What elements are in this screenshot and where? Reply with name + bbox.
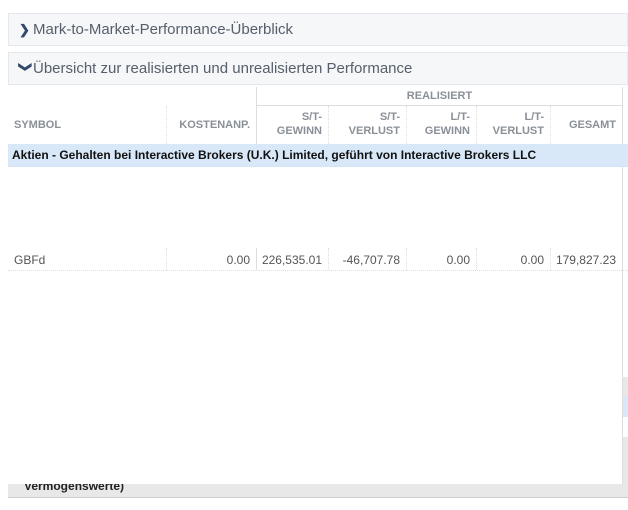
- cell-gesamt: 179,827.23: [550, 248, 622, 270]
- footer-label: Vermögenswerte): [24, 484, 125, 493]
- side-band: [623, 377, 628, 397]
- group-header-realisiert: REALISIERT: [256, 87, 622, 106]
- col-symbol[interactable]: SYMBOL: [14, 119, 62, 131]
- header-row: SYMBOL KOSTENANP. S/T- GEWINN S/T- VERLU…: [8, 106, 628, 145]
- side-band: [623, 437, 628, 484]
- cell-lt-gewinn: 0.00: [406, 248, 476, 270]
- category-row: Aktien - Gehalten bei Interactive Broker…: [8, 144, 628, 167]
- overlay: [8, 172, 622, 248]
- col-lt-verlust[interactable]: L/T- VERLUST: [476, 106, 550, 144]
- cell-kostenanp: 0.00: [166, 248, 256, 270]
- side-band: [623, 397, 628, 417]
- cell-st-gewinn: 226,535.01: [256, 248, 328, 270]
- performance-table: REALISIERT SYMBOL KOSTENANP. S/T- GEWINN…: [8, 87, 628, 498]
- category-label: Aktien - Gehalten bei Interactive Broker…: [12, 148, 537, 162]
- col-kostenanp[interactable]: KOSTENANP.: [166, 106, 256, 144]
- chevron-right-icon: ❯: [19, 22, 30, 37]
- col-st-gewinn[interactable]: S/T- GEWINN: [256, 106, 328, 144]
- col-gesamt[interactable]: GESAMT: [550, 106, 622, 144]
- table-row[interactable]: GBFd 0.00 226,535.01 -46,707.78 0.00 0.0…: [8, 248, 628, 271]
- col-lt-gewinn[interactable]: L/T- GEWINN: [406, 106, 476, 144]
- column-divider: [622, 87, 628, 497]
- section-mark-to-market[interactable]: ❯ Mark-to-Market-Performance-Überblick: [8, 13, 628, 46]
- overlay: [8, 278, 615, 484]
- col-st-verlust[interactable]: S/T- VERLUST: [328, 106, 406, 144]
- cell-st-verlust: -46,707.78: [328, 248, 406, 270]
- cell-symbol: GBFd: [14, 253, 46, 267]
- chevron-down-icon: ❯: [18, 61, 34, 73]
- footer-row: Vermögenswerte): [8, 484, 628, 498]
- section-realized-unrealized[interactable]: ❯Übersicht zur realisierten und unrealis…: [8, 52, 628, 85]
- cell-lt-verlust: 0.00: [476, 248, 550, 270]
